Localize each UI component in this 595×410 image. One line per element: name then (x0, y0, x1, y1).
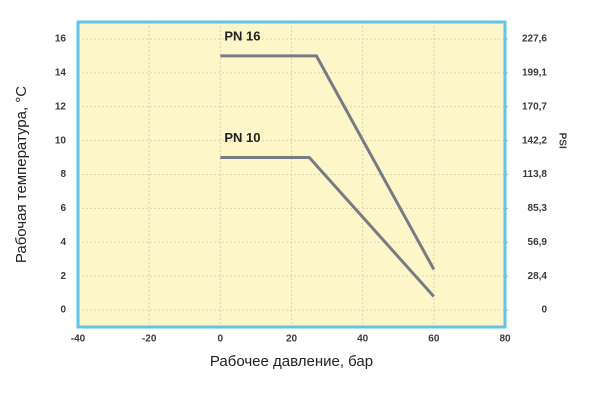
y-tick-label: 2 (60, 271, 66, 282)
series-label: PN 16 (224, 28, 260, 43)
y2-tick-label: 85,3 (528, 203, 548, 214)
y-tick-label: 14 (55, 67, 67, 78)
y-tick-label: 4 (60, 237, 66, 248)
y2-tick-label: 170,7 (522, 101, 547, 112)
series-line (220, 54, 436, 271)
y2-tick-label: 199,1 (522, 68, 547, 79)
x-tick-label: 40 (357, 334, 369, 345)
y-tick-label: 0 (60, 305, 66, 316)
x-tick-label: -20 (142, 334, 157, 345)
y2-tick-label: 28,4 (528, 271, 548, 282)
y2-axis-title: PSI (556, 133, 567, 149)
x-tick-label: 0 (218, 334, 224, 345)
x-tick-label: 20 (286, 334, 298, 345)
series-line (220, 156, 435, 298)
x-tick-label: 60 (428, 334, 440, 345)
y2-tick-label: 227,6 (522, 34, 547, 45)
y-tick-label: 8 (60, 169, 66, 180)
plot-border (76, 20, 507, 329)
y2-tick-label: 56,9 (528, 237, 548, 248)
y-axis-title: Рабочая температура, °С (13, 86, 30, 263)
x-tick-label: 80 (499, 334, 511, 345)
y-tick-label: 10 (55, 135, 67, 146)
y-tick-label: 16 (55, 34, 67, 45)
x-tick-label: -40 (71, 334, 86, 345)
y2-tick-label: 142,2 (522, 135, 547, 146)
y-tick-label: 6 (60, 203, 66, 214)
y2-tick-label: 113,8 (523, 169, 548, 180)
series-label: PN 10 (224, 130, 260, 145)
y2-tick-label: 0 (541, 305, 547, 316)
y-tick-label: 12 (55, 101, 67, 112)
x-axis-title: Рабочее давление, бар (210, 353, 373, 370)
